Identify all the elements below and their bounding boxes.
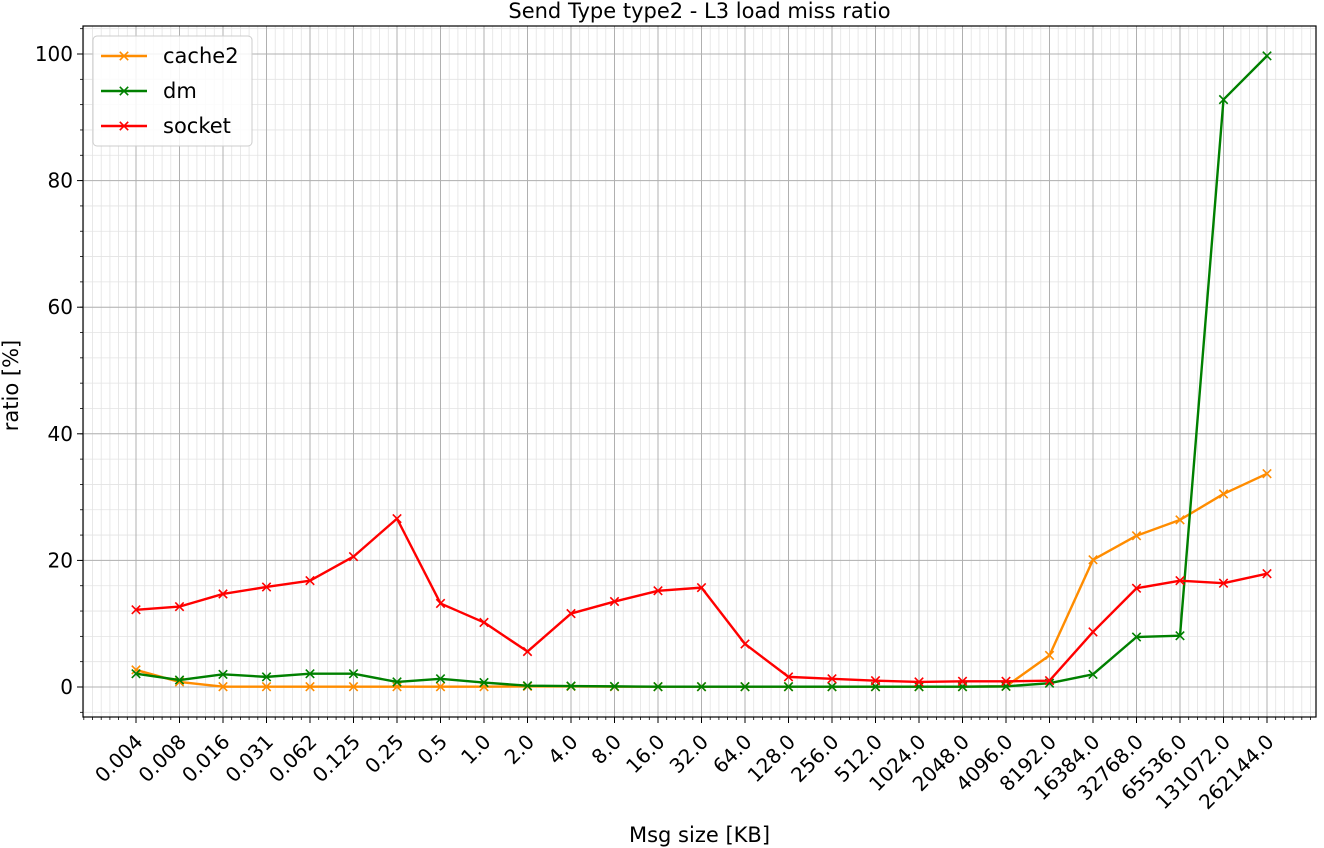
data-point-socket	[653, 586, 663, 596]
series-dm	[131, 51, 1272, 692]
data-point-dm	[1262, 51, 1272, 61]
data-point-cache2	[435, 681, 446, 692]
data-point-cache2	[131, 665, 141, 675]
y-tick-label: 0	[60, 675, 73, 699]
data-point-socket	[1175, 575, 1185, 586]
data-point-dm	[305, 668, 315, 679]
data-point-socket	[740, 639, 750, 649]
data-point-socket	[522, 646, 533, 657]
data-point-socket	[957, 676, 968, 687]
data-point-cache2	[261, 681, 272, 692]
major-grid	[83, 26, 1316, 717]
data-point-socket	[174, 601, 185, 612]
data-point-dm	[392, 677, 402, 687]
data-point-socket	[1044, 675, 1055, 686]
legend-label: cache2	[163, 44, 239, 68]
data-point-socket	[1001, 676, 1011, 687]
data-point-dm	[479, 677, 489, 688]
y-tick-label: 40	[48, 422, 73, 446]
data-point-dm	[1175, 630, 1185, 641]
legend-item-cache2: cache2	[101, 44, 239, 68]
data-point-socket	[131, 605, 141, 615]
data-point-dm	[653, 681, 663, 692]
data-point-dm	[522, 680, 533, 691]
data-point-dm	[435, 674, 446, 684]
data-point-socket	[1218, 578, 1229, 588]
data-point-socket	[261, 582, 272, 592]
y-axis-ticks: 0 20 40 60 80 100	[35, 28, 83, 713]
legend-item-dm: dm	[101, 79, 197, 103]
plot-area-frame	[82, 25, 1317, 718]
data-point-dm	[1131, 632, 1142, 642]
data-point-dm	[609, 681, 620, 692]
legend-item-socket: socket	[101, 114, 231, 138]
data-point-socket	[827, 674, 837, 684]
series-layer	[131, 51, 1272, 692]
data-point-cache2	[1044, 650, 1055, 661]
data-point-socket	[435, 598, 446, 609]
data-point-socket	[783, 672, 794, 682]
data-point-socket	[479, 617, 489, 628]
data-point-dm	[174, 675, 185, 685]
data-point-dm	[218, 669, 228, 680]
legend-marker	[119, 51, 129, 61]
y-tick-label: 80	[48, 169, 73, 193]
x-axis-label: Msg size [KB]	[629, 823, 770, 847]
data-point-socket	[348, 551, 359, 562]
legend-label: socket	[163, 114, 231, 138]
legend-box	[92, 35, 253, 147]
data-point-dm	[827, 681, 837, 692]
legend-label: dm	[163, 79, 197, 103]
data-point-socket	[566, 608, 576, 619]
data-point-cache2	[1088, 555, 1098, 565]
data-point-cache2	[348, 681, 359, 692]
data-point-dm	[696, 681, 707, 692]
legend-marker	[119, 86, 129, 96]
y-axis-label: ratio [%]	[0, 340, 23, 431]
data-point-socket	[914, 677, 924, 687]
data-point-socket	[218, 589, 228, 599]
y-tick-label: 20	[48, 548, 73, 572]
data-point-cache2	[1175, 515, 1185, 525]
data-point-socket	[609, 596, 620, 607]
data-point-dm	[566, 681, 576, 691]
legend: cache2 dm socket	[92, 35, 253, 147]
y-tick-label: 100	[35, 42, 73, 66]
data-point-dm	[1218, 94, 1229, 105]
y-tick-label: 60	[48, 295, 73, 319]
data-point-dm	[131, 668, 141, 679]
data-point-dm	[1088, 669, 1098, 680]
data-point-socket	[870, 675, 881, 686]
series-socket	[131, 513, 1272, 687]
data-point-socket	[305, 575, 315, 586]
data-point-dm	[783, 681, 794, 692]
data-point-dm	[348, 668, 359, 679]
data-point-dm	[740, 681, 750, 692]
data-point-socket	[1131, 583, 1142, 594]
data-point-dm	[261, 672, 272, 682]
data-point-cache2	[1262, 468, 1272, 479]
data-point-cache2	[1131, 530, 1142, 541]
chart-title: Send Type type2 - L3 load miss ratio	[508, 0, 890, 23]
data-point-cache2	[305, 681, 315, 692]
data-point-cache2	[218, 681, 228, 692]
data-point-cache2	[1218, 489, 1229, 499]
data-point-socket	[392, 513, 402, 524]
data-point-socket	[696, 582, 707, 593]
data-point-socket	[1262, 568, 1272, 579]
data-point-socket	[1088, 627, 1098, 637]
legend-marker	[119, 121, 129, 131]
